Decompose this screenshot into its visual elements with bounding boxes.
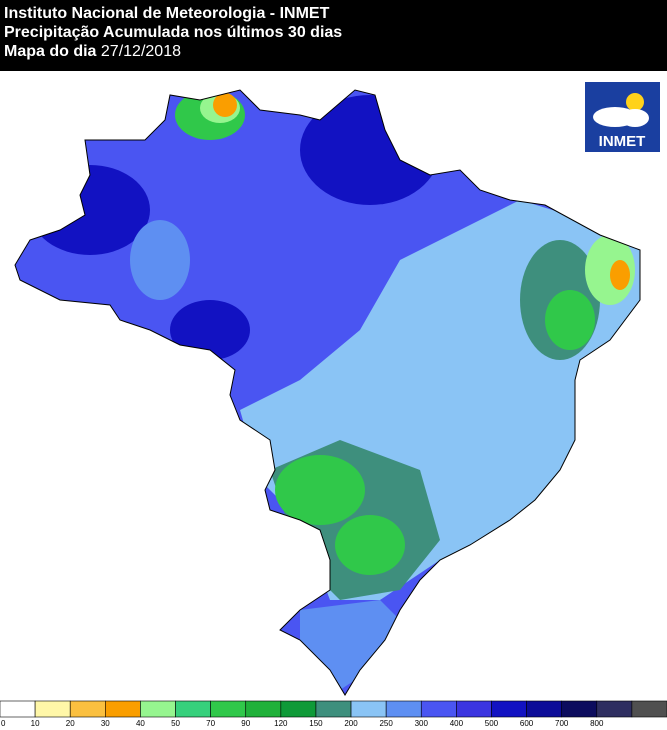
legend-label: 250 — [379, 719, 393, 728]
legend-label: 90 — [241, 719, 250, 728]
legend-swatch — [210, 700, 247, 718]
legend-label: 30 — [101, 719, 110, 728]
legend-swatch — [491, 700, 527, 718]
legend-swatch — [526, 700, 562, 718]
legend-label: 700 — [555, 719, 569, 728]
legend: 0 10 20 30 40 50 70 90 120 150 200 250 300 400 500 600 7… — [0, 700, 667, 728]
date-label: Mapa do dia — [4, 43, 97, 60]
legend-swatch — [350, 700, 387, 718]
legend-swatch — [456, 700, 492, 718]
legend-label: 50 — [171, 719, 180, 728]
date-line: Mapa do dia 27/12/2018 — [4, 42, 667, 61]
legend-label: 200 — [344, 719, 358, 728]
legend-label: 10 — [31, 719, 40, 728]
legend-label: 120 — [274, 719, 288, 728]
legend-swatch — [420, 700, 457, 718]
legend-label: 40 — [136, 719, 145, 728]
legend-swatch — [0, 700, 36, 718]
legend-label: 150 — [309, 719, 323, 728]
legend-label: 300 — [415, 719, 429, 728]
date: 27/12/2018 — [100, 43, 181, 60]
legend-swatch — [315, 700, 352, 718]
legend-swatch — [385, 700, 422, 718]
legend-swatch — [561, 700, 598, 718]
legend-swatch — [631, 700, 667, 718]
legend-label: 400 — [450, 719, 464, 728]
legend-label: 800 — [590, 719, 604, 728]
legend-swatch — [34, 700, 71, 718]
legend-swatch — [245, 700, 282, 718]
legend-label: 20 — [66, 719, 75, 728]
legend-swatch — [596, 700, 633, 718]
legend-swatch — [105, 700, 141, 718]
legend-swatch — [140, 700, 176, 718]
title: Instituto Nacional de Meteorologia - INM… — [4, 5, 330, 22]
legend-swatch — [69, 700, 106, 718]
legend-label: 600 — [520, 719, 534, 728]
legend-label: 70 — [206, 719, 215, 728]
legend-label: 500 — [485, 719, 499, 728]
header: Instituto Nacional de Meteorologia - INM… — [0, 0, 667, 71]
legend-swatch — [280, 700, 317, 718]
legend-label: 0 — [1, 719, 6, 728]
precipitation-field — [15, 90, 640, 695]
legend-swatch — [175, 700, 211, 718]
logo: INMET — [585, 82, 660, 152]
logo-text: INMET — [599, 133, 646, 150]
subtitle: Precipitação Acumulada nos últimos 30 di… — [4, 24, 343, 41]
